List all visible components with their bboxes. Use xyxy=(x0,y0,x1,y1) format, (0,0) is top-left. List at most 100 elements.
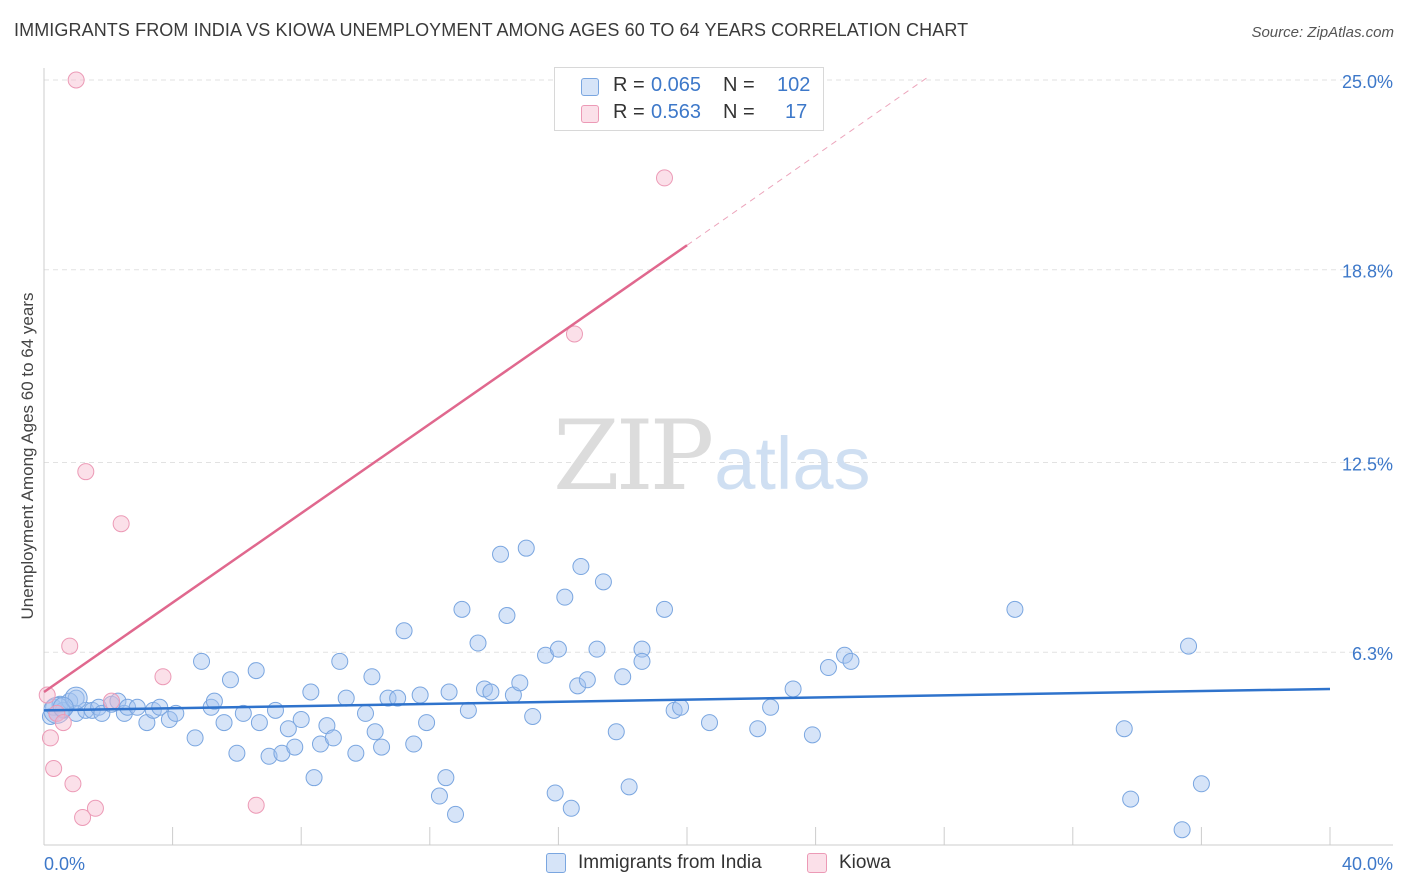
india-point xyxy=(546,784,564,802)
india-point xyxy=(620,778,638,796)
india-n-label: N = xyxy=(723,74,755,96)
india-r-label: R = xyxy=(613,74,645,96)
trend-lines xyxy=(43,76,1331,712)
watermark-zip: ZIP xyxy=(553,400,714,512)
kiowa-point xyxy=(655,169,673,187)
india-point xyxy=(498,607,516,624)
india-point xyxy=(430,787,448,805)
india-swatch xyxy=(581,78,599,96)
india-point xyxy=(279,720,297,738)
india-point xyxy=(633,640,651,658)
india-point xyxy=(453,600,471,618)
india-point xyxy=(614,668,632,686)
india-point xyxy=(324,729,342,747)
kiowa-trend-line xyxy=(43,244,688,694)
kiowa-series xyxy=(38,71,673,826)
india-point xyxy=(357,704,374,722)
india-point xyxy=(363,668,381,686)
india-point xyxy=(588,640,606,658)
india-point xyxy=(762,698,780,716)
kiowa-point xyxy=(67,71,85,89)
india-point xyxy=(1006,600,1024,618)
india-point xyxy=(633,652,651,670)
india-point xyxy=(594,573,612,591)
india-point xyxy=(215,714,233,732)
kiowa-trend-extension xyxy=(686,76,929,246)
kiowa-n-value: 17 xyxy=(785,101,808,123)
legend-india-swatch xyxy=(546,853,566,873)
india-point xyxy=(672,698,690,716)
india-point xyxy=(440,683,458,701)
grid-lines xyxy=(44,79,1393,653)
kiowa-point xyxy=(565,325,583,343)
india-point xyxy=(205,692,223,710)
india-point xyxy=(842,652,860,670)
legend-kiowa-label: Kiowa xyxy=(839,852,891,873)
india-point xyxy=(160,711,178,729)
kiowa-point xyxy=(154,668,172,686)
india-point xyxy=(347,744,365,762)
legend-india-label: Immigrants from India xyxy=(578,852,762,873)
india-point xyxy=(578,671,596,689)
india-point xyxy=(437,769,455,787)
kiowa-point xyxy=(64,775,82,793)
india-point xyxy=(819,659,837,677)
india-point xyxy=(749,720,767,738)
india-trend-line xyxy=(43,687,1331,712)
kiowa-point xyxy=(103,692,121,710)
india-point xyxy=(228,744,246,762)
india-point xyxy=(469,634,487,652)
india-n-value: 102 xyxy=(777,74,811,96)
kiowa-point xyxy=(45,760,63,777)
india-point xyxy=(331,652,349,670)
india-point xyxy=(128,698,146,716)
india-point xyxy=(411,686,429,704)
india-point xyxy=(784,680,802,698)
india-point xyxy=(524,707,542,725)
india-point xyxy=(556,588,574,606)
chart-title: IMMIGRANTS FROM INDIA VS KIOWA UNEMPLOYM… xyxy=(14,20,969,40)
kiowa-point xyxy=(41,729,59,747)
india-point xyxy=(373,738,391,756)
india-point xyxy=(1192,775,1210,793)
legend-kiowa-swatch xyxy=(807,853,827,873)
y-axis-label: Unemployment Among Ages 60 to 64 years xyxy=(18,292,37,620)
india-point xyxy=(250,714,268,732)
india-point xyxy=(1180,637,1198,655)
india-point xyxy=(701,714,719,732)
india-point xyxy=(418,714,436,732)
y-tick-label: 25.0% xyxy=(1342,72,1393,92)
kiowa-point xyxy=(112,515,130,533)
source-label: Source: ZipAtlas.com xyxy=(1251,24,1394,41)
india-point xyxy=(186,729,204,747)
india-point xyxy=(562,799,580,817)
kiowa-swatch xyxy=(581,105,599,123)
india-point xyxy=(379,689,397,707)
india-point xyxy=(1122,790,1140,808)
india-point xyxy=(286,738,304,756)
watermark-atlas: atlas xyxy=(714,422,871,505)
india-point xyxy=(482,683,500,701)
india-point xyxy=(305,769,323,787)
x-tick-label: 0.0% xyxy=(44,854,85,874)
india-point xyxy=(234,704,252,722)
india-point xyxy=(836,646,854,664)
stats-box: R = 0.065 N = 102 R = 0.563 N = 17 xyxy=(554,67,824,131)
y-tick-label: 12.5% xyxy=(1342,455,1393,475)
kiowa-point xyxy=(54,714,72,732)
india-point xyxy=(607,723,625,741)
legend: Immigrants from India Kiowa xyxy=(0,852,1406,878)
india-point xyxy=(260,747,278,765)
india-point xyxy=(395,622,413,640)
kiowa-point xyxy=(61,637,79,655)
india-point xyxy=(405,735,423,753)
india-point xyxy=(492,545,510,563)
y-tick-label: 18.8% xyxy=(1342,262,1393,282)
india-point xyxy=(193,652,211,670)
kiowa-point xyxy=(38,686,56,704)
india-point xyxy=(517,539,535,557)
india-point xyxy=(803,726,821,744)
kiowa-r-value: 0.563 xyxy=(651,101,702,123)
kiowa-point xyxy=(77,463,95,481)
